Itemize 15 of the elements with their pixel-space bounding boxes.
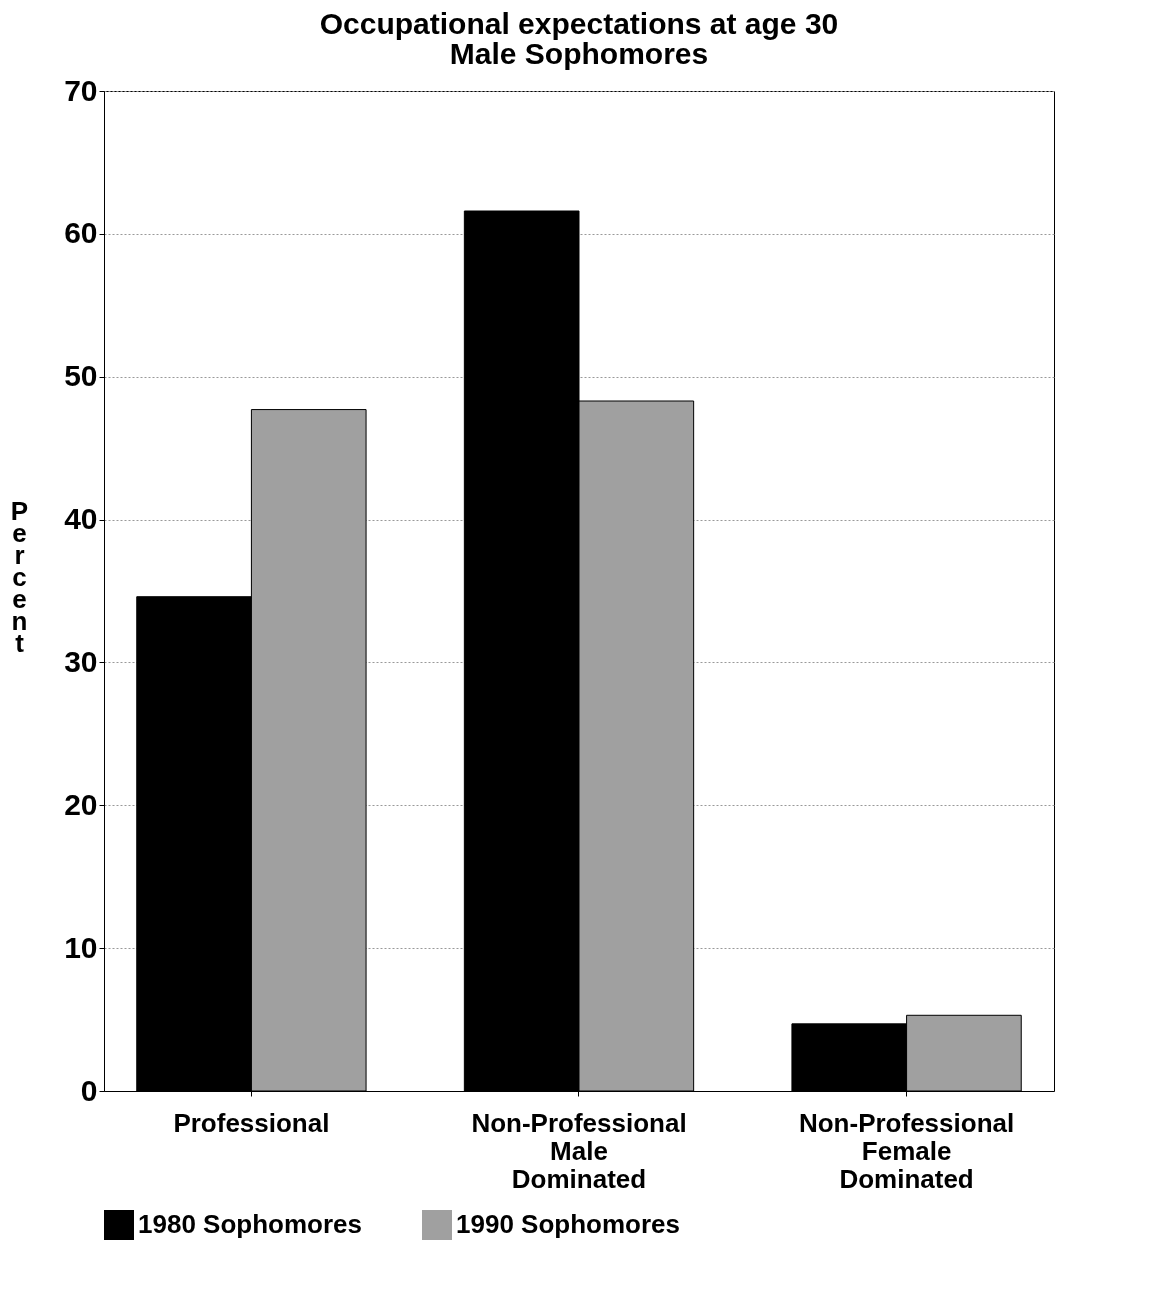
y-tick-label: 30: [64, 644, 98, 678]
y-tick-label: 50: [64, 359, 98, 393]
x-tick-label: Professional: [173, 1107, 330, 1138]
x-tick-label: Non-Professional Male Dominated: [471, 1107, 687, 1194]
y-tick-label: 20: [64, 787, 98, 821]
legend-label: 1980 Sophomores: [138, 1209, 362, 1239]
y-axis-title: Percent: [10, 495, 29, 658]
y-tick-label: 10: [64, 930, 98, 964]
y-tick-label: 70: [64, 73, 98, 107]
legend-label: 1990 Sophomores: [456, 1209, 680, 1239]
chart-title: Occupational expectations at age 30: [319, 7, 839, 40]
y-tick-label: 60: [64, 216, 98, 250]
y-tick-label: 0: [80, 1073, 98, 1107]
y-tick-label: 40: [64, 502, 98, 536]
x-tick-label: Non-Professional Female Dominated: [798, 1107, 1015, 1194]
